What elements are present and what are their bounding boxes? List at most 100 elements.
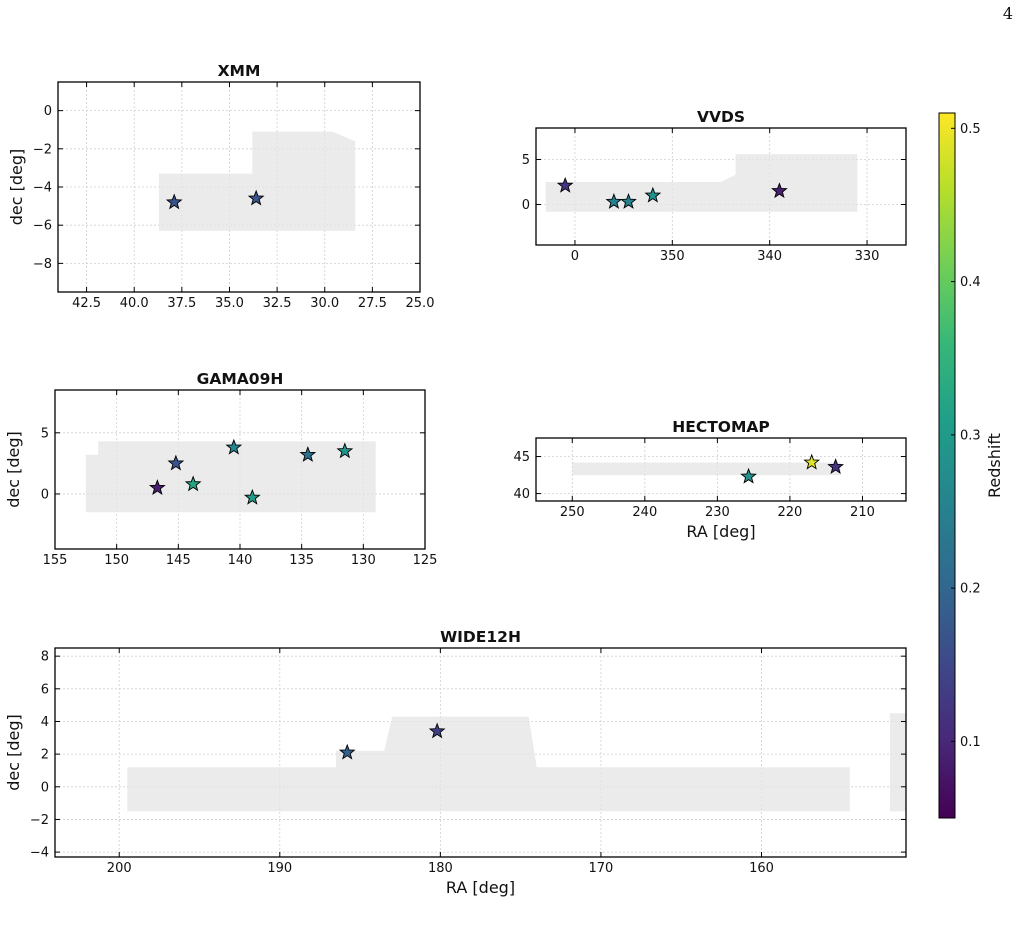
x-tick-label: 150: [104, 553, 129, 568]
galaxy-star-marker: [556, 176, 574, 193]
y-tick-label: 40: [513, 487, 530, 502]
galaxy-star-marker: [225, 438, 243, 455]
y-tick-label: −6: [33, 219, 52, 234]
axes-frame: [54, 647, 907, 858]
x-tick-label: 42.5: [72, 296, 101, 311]
x-tick-label: 30.0: [310, 296, 339, 311]
survey-footprint: [572, 462, 841, 476]
footprint-region: [85, 441, 376, 513]
y-tick-label: 0: [41, 487, 49, 502]
grid-lines: [536, 438, 906, 501]
footprint-region: [545, 154, 858, 212]
galaxy-star-marker: [243, 488, 261, 505]
footprint-region: [889, 713, 906, 812]
y-axis-label: dec [deg]: [4, 714, 23, 791]
panel-title: VVDS: [697, 108, 745, 126]
y-tick-label: −4: [33, 181, 52, 196]
x-tick-label: 220: [778, 505, 803, 520]
galaxy-star-marker: [184, 475, 202, 492]
y-axis-label: dec [deg]: [7, 149, 26, 226]
y-tick-label: 0: [41, 780, 49, 795]
y-tick-label: 4: [41, 715, 49, 730]
x-tick-label: 180: [428, 861, 453, 876]
x-tick-label: 155: [43, 553, 68, 568]
panel-title: XMM: [218, 62, 261, 80]
galaxy-star-marker: [620, 193, 637, 209]
footprint-region: [572, 462, 841, 476]
y-tick-label: 0: [44, 104, 52, 119]
survey-footprint: [85, 441, 376, 513]
axes-frame: [535, 127, 907, 246]
survey-footprint: [159, 131, 356, 231]
colorbar: 0.1 0.2 0.3 0.4 0.5 Redshift: [938, 112, 1004, 819]
galaxy-star-marker: [771, 182, 788, 199]
x-tick-label: 32.5: [263, 296, 292, 311]
colorbar-tick-label: 0.4: [960, 275, 981, 290]
x-tick-label: 210: [850, 505, 875, 520]
panel-title: HECTOMAP: [672, 418, 769, 436]
galaxy-star-marker: [247, 189, 265, 206]
galaxy-star-marker: [299, 446, 317, 462]
y-tick-label: −8: [33, 257, 52, 272]
colorbar-tick-label: 0.3: [960, 428, 981, 443]
galaxy-star-marker: [605, 193, 623, 209]
x-tick-label: 350: [660, 249, 685, 264]
x-tick-label: 230: [705, 505, 730, 520]
x-tick-label: 160: [749, 861, 774, 876]
page-number: 4: [1002, 4, 1013, 23]
x-tick-label: 35.0: [215, 296, 244, 311]
y-tick-label: 0: [522, 198, 530, 213]
x-tick-label: 135: [289, 553, 314, 568]
axes-frame: [535, 437, 907, 502]
panel-title: GAMA09H: [197, 370, 284, 388]
y-tick-label: 8: [41, 650, 49, 665]
panel-gama09h: 155 150 145 140 135 130 125 5 0 GAMA09H dec [deg]: [4, 370, 437, 568]
x-tick-label: 0: [571, 249, 579, 264]
panel-hectomap: 250 240 230 220 210 45 40 HECTOMAP RA [deg]: [513, 418, 907, 541]
footprint-region: [127, 716, 850, 812]
x-tick-label: 40.0: [120, 296, 149, 311]
x-axis-label: RA [deg]: [686, 522, 755, 541]
galaxy-star-marker: [167, 454, 185, 471]
galaxy-star-marker: [644, 186, 662, 203]
x-tick-label: 130: [351, 553, 376, 568]
galaxy-star-marker: [803, 453, 821, 470]
x-tick-label: 37.5: [167, 296, 196, 311]
panel-wide12h: 200 190 180 170 160 8 6 4 2 0 −2 −4 WIDE12H RA [deg] d…: [4, 628, 907, 897]
colorbar-tick-label: 0.2: [960, 582, 981, 597]
panel-title: WIDE12H: [440, 628, 521, 646]
y-tick-label: 5: [522, 153, 530, 168]
x-tick-label: 330: [855, 249, 880, 264]
y-tick-label: −2: [30, 813, 49, 828]
x-tick-label: 250: [560, 505, 585, 520]
galaxy-star-marker: [165, 193, 183, 210]
x-tick-label: 190: [267, 861, 292, 876]
colorbar-tick-label: 0.1: [960, 735, 981, 750]
galaxy-star-marker: [428, 722, 446, 739]
y-tick-label: −4: [30, 846, 49, 861]
x-axis-label: RA [deg]: [446, 878, 515, 897]
galaxy-star-marker: [336, 442, 354, 459]
x-tick-label: 25.0: [406, 296, 435, 311]
y-tick-label: 5: [41, 426, 49, 441]
galaxy-star-marker: [827, 458, 844, 475]
y-axis-label: dec [deg]: [4, 431, 23, 508]
galaxy-star-marker: [338, 743, 356, 760]
panel-xmm: 42.5 40.0 37.5 35.0 32.5 30.0 27.5 25.0 0 −2 −4 −6 −…: [7, 62, 434, 311]
y-tick-label: 6: [41, 682, 49, 697]
colorbar-tick-label: 0.5: [960, 122, 981, 137]
x-tick-label: 240: [632, 505, 657, 520]
y-tick-label: 45: [513, 450, 530, 465]
panel-vvds: 0 350 340 330 5 0 VVDS: [522, 108, 907, 264]
x-tick-label: 145: [166, 553, 191, 568]
y-tick-label: −2: [33, 142, 52, 157]
x-tick-label: 140: [228, 553, 253, 568]
x-tick-label: 125: [413, 553, 438, 568]
y-tick-label: 2: [41, 748, 49, 763]
galaxy-star-marker: [740, 467, 757, 484]
colorbar-gradient: [938, 112, 956, 819]
survey-footprint: [127, 713, 906, 812]
footprint-region: [159, 131, 356, 231]
galaxy-star-marker: [149, 479, 166, 495]
